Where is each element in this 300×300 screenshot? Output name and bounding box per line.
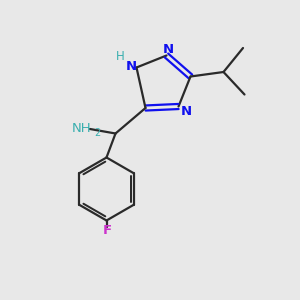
Text: NH: NH [72, 122, 92, 135]
Text: N: N [125, 60, 137, 74]
Text: H: H [116, 50, 124, 63]
Text: F: F [103, 224, 112, 238]
Text: N: N [162, 43, 174, 56]
Text: 2: 2 [94, 128, 100, 138]
Text: N: N [180, 105, 192, 119]
